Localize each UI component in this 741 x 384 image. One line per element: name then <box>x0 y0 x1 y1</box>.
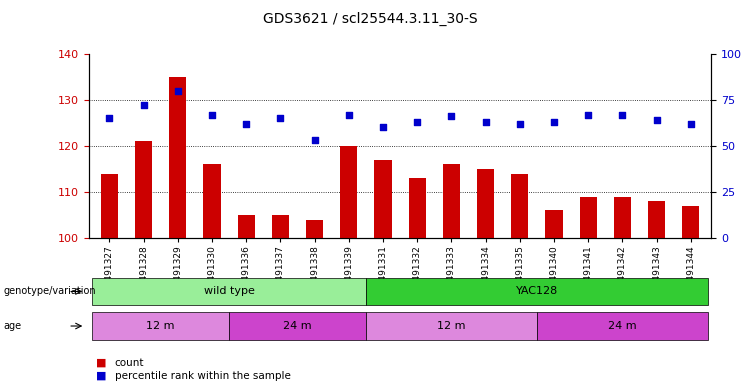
Bar <box>169 77 187 238</box>
Bar <box>648 201 665 238</box>
Text: ■: ■ <box>96 371 107 381</box>
Bar <box>409 178 426 238</box>
Point <box>274 115 286 121</box>
Point <box>582 111 594 118</box>
Text: 12 m: 12 m <box>437 321 465 331</box>
Point <box>685 121 697 127</box>
Bar <box>443 164 460 238</box>
Bar <box>204 164 221 238</box>
Point <box>514 121 526 127</box>
Point <box>617 111 628 118</box>
Bar <box>340 146 357 238</box>
Bar <box>579 197 597 238</box>
Point <box>479 119 491 125</box>
Bar <box>135 141 152 238</box>
Bar <box>306 220 323 238</box>
Bar <box>682 206 700 238</box>
Point <box>343 111 355 118</box>
Bar <box>545 210 562 238</box>
Point <box>445 113 457 119</box>
Point <box>172 88 184 94</box>
Point <box>309 137 321 144</box>
Text: 24 m: 24 m <box>283 321 312 331</box>
Text: age: age <box>4 321 21 331</box>
Point <box>411 119 423 125</box>
Point <box>651 117 662 123</box>
Text: wild type: wild type <box>204 286 255 296</box>
Point <box>240 121 252 127</box>
Text: 12 m: 12 m <box>147 321 175 331</box>
Point <box>104 115 116 121</box>
Bar <box>101 174 118 238</box>
Point <box>206 111 218 118</box>
Text: ■: ■ <box>96 358 107 368</box>
Text: YAC128: YAC128 <box>516 286 558 296</box>
Text: genotype/variation: genotype/variation <box>4 286 96 296</box>
Text: percentile rank within the sample: percentile rank within the sample <box>115 371 290 381</box>
Text: count: count <box>115 358 144 368</box>
Bar <box>511 174 528 238</box>
Bar <box>374 160 391 238</box>
Bar <box>272 215 289 238</box>
Point <box>548 119 560 125</box>
Bar <box>477 169 494 238</box>
Text: 24 m: 24 m <box>608 321 637 331</box>
Text: GDS3621 / scl25544.3.11_30-S: GDS3621 / scl25544.3.11_30-S <box>263 12 478 26</box>
Point <box>377 124 389 131</box>
Bar <box>238 215 255 238</box>
Bar <box>614 197 631 238</box>
Point <box>138 102 150 108</box>
